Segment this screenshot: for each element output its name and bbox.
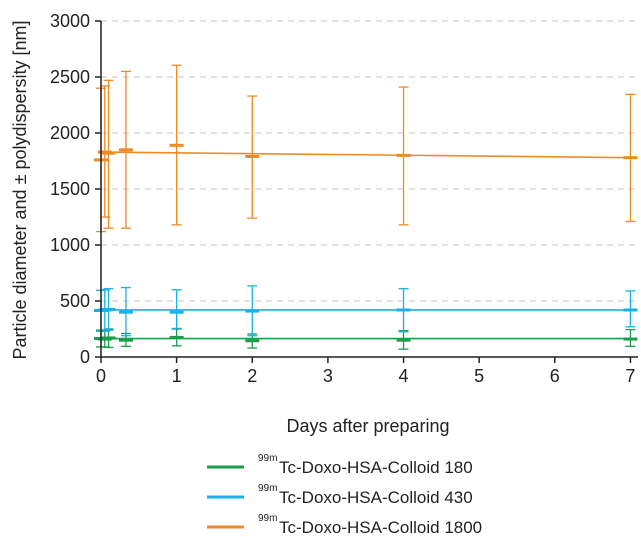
legend-label: Tc-Doxo-HSA-Colloid 430 — [279, 488, 473, 507]
x-tick-label: 5 — [474, 366, 484, 386]
x-tick-label: 4 — [399, 366, 409, 386]
y-tick-label: 3000 — [50, 11, 90, 31]
y-tick-label: 1500 — [50, 179, 90, 199]
y-tick-label: 0 — [80, 347, 90, 367]
x-tick-label: 3 — [323, 366, 333, 386]
y-ticks: 0 500 1000 1500 2000 2500 3000 — [50, 11, 101, 367]
series-1 — [94, 285, 638, 337]
y-tick-label: 2000 — [50, 123, 90, 143]
x-tick-label: 1 — [172, 366, 182, 386]
legend-sup: 99m — [258, 513, 277, 524]
legend-sup: 99m — [258, 453, 277, 464]
series-2 — [94, 64, 638, 233]
x-tick-label: 6 — [550, 366, 560, 386]
y-tick-label: 1000 — [50, 235, 90, 255]
x-tick-label: 0 — [96, 366, 106, 386]
trend-line — [100, 151, 631, 159]
x-ticks: 0 1 2 3 4 5 6 7 — [96, 357, 635, 386]
legend-label: Tc-Doxo-HSA-Colloid 1800 — [279, 518, 482, 537]
series-0 — [94, 328, 638, 350]
legend-label: Tc-Doxo-HSA-Colloid 180 — [279, 458, 473, 477]
gridlines — [101, 20, 638, 302]
x-axis-title: Days after preparing — [286, 416, 449, 436]
y-tick-label: 2500 — [50, 67, 90, 87]
x-tick-label: 2 — [247, 366, 257, 386]
series-layer — [94, 64, 638, 350]
x-tick-label: 7 — [625, 366, 635, 386]
y-tick-label: 500 — [60, 291, 90, 311]
y-axis-title: Particle diameter and ± polydispersity [… — [10, 20, 30, 359]
legend-sup: 99m — [258, 483, 277, 494]
